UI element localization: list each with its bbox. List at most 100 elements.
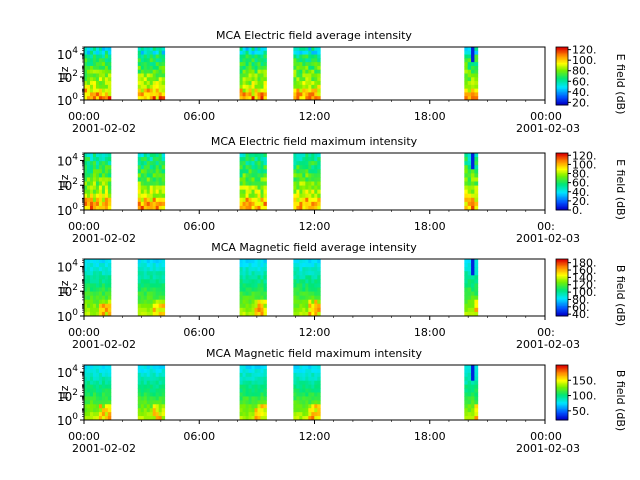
- colorbar-swatch: [556, 168, 568, 171]
- spectrogram-cell: [89, 169, 94, 174]
- spectrogram-cell: [155, 77, 160, 82]
- spectrogram-cell: [95, 189, 100, 195]
- spectrogram-cell: [245, 84, 249, 90]
- spectrogram-cell: [143, 388, 148, 393]
- spectrogram-cell: [92, 307, 97, 313]
- spectrogram-cell: [161, 396, 166, 401]
- spectrogram-cell: [104, 197, 109, 203]
- colorbar-swatch: [556, 188, 568, 191]
- spectrogram-cell: [467, 392, 472, 397]
- spectrogram-cell: [104, 185, 109, 191]
- spectrogram-cell: [260, 69, 264, 74]
- spectrogram-cell: [302, 69, 306, 74]
- spectrogram-cell: [263, 47, 267, 52]
- spectrogram-cell: [95, 88, 100, 93]
- spectrogram-cell: [152, 279, 157, 284]
- spectrogram-cell: [239, 193, 243, 199]
- spectrogram-cell: [137, 58, 142, 63]
- spectrogram-cell: [296, 380, 300, 386]
- spectrogram-cell: [140, 69, 145, 74]
- x-tick-label: 06:00: [183, 110, 215, 123]
- spectrogram-cell: [293, 205, 297, 211]
- spectrogram-cell: [89, 376, 94, 382]
- spectrogram-cell: [305, 267, 309, 272]
- spectrogram-cell: [260, 372, 264, 378]
- spectrogram-cell: [140, 47, 145, 52]
- spectrogram-cell: [317, 307, 321, 313]
- spectrogram-cell: [95, 396, 100, 401]
- spectrogram-cell: [155, 392, 160, 397]
- spectrogram-cell: [137, 69, 142, 74]
- spectrogram-cell: [260, 58, 264, 63]
- data-block: [239, 47, 267, 101]
- spectrogram-cell: [143, 380, 148, 386]
- spectrogram-cell: [296, 201, 300, 207]
- spectrogram-cell: [464, 50, 469, 55]
- spectrogram-cell: [471, 197, 475, 203]
- spectrogram-cell: [101, 153, 106, 158]
- spectrogram-cell: [92, 58, 97, 63]
- data-block: [293, 47, 321, 101]
- spectrogram-cell: [311, 161, 315, 166]
- spectrogram-cell: [471, 88, 475, 93]
- spectrogram-cell: [146, 283, 151, 288]
- colorbar-swatch: [556, 288, 568, 291]
- spectrogram-cell: [86, 173, 91, 178]
- spectrogram-cell: [317, 275, 321, 280]
- spectrogram-cell: [293, 84, 297, 90]
- spectrogram-cell: [86, 205, 91, 211]
- spectrogram-cell: [254, 58, 258, 63]
- spectrogram-cell: [137, 263, 142, 268]
- spectrogram-cell: [98, 81, 103, 86]
- spectrogram-cell: [146, 412, 151, 417]
- spectrogram-cell: [464, 69, 469, 74]
- spectrogram-cell: [104, 84, 109, 90]
- spectrogram-cell: [242, 291, 246, 297]
- spectrogram-cell: [152, 291, 157, 297]
- colorbar-swatch: [556, 413, 568, 416]
- spectrogram-cell: [245, 307, 249, 313]
- spectrogram-cell: [137, 161, 142, 166]
- spectrogram-cell: [95, 181, 100, 186]
- spectrogram-cell: [98, 201, 103, 207]
- spectrogram-cell: [101, 54, 106, 59]
- spectrogram-cell: [305, 388, 309, 393]
- spectrogram-cell: [104, 311, 109, 317]
- spectrogram-cell: [107, 88, 112, 93]
- spectrogram-cell: [152, 77, 157, 82]
- spectrogram-cell: [155, 205, 160, 211]
- spectrogram-cell: [260, 380, 264, 386]
- spectrogram-cell: [143, 365, 148, 370]
- spectrogram-cell: [155, 153, 160, 158]
- data-block: [84, 259, 112, 317]
- spectrogram-cell: [471, 84, 475, 90]
- spectrogram-cell: [263, 84, 267, 90]
- spectrogram-cell: [474, 201, 479, 207]
- spectrogram-cell: [155, 157, 160, 162]
- spectrogram-cell: [299, 263, 303, 268]
- spectrogram-cell: [464, 193, 469, 199]
- spectrogram-cell: [311, 96, 315, 101]
- colorbar-swatch: [556, 280, 568, 283]
- spectrogram-cell: [239, 58, 243, 63]
- spectrogram-cell: [92, 283, 97, 288]
- colorbar-swatch: [556, 207, 568, 210]
- colorbar-swatch: [556, 195, 568, 198]
- colorbar-swatch: [556, 73, 568, 76]
- spectrogram-cell: [137, 372, 142, 378]
- spectrogram-cell: [152, 165, 157, 170]
- colorbar-tick-label: 40.: [572, 186, 590, 199]
- data-block: [84, 47, 112, 101]
- spectrogram-cell: [98, 173, 103, 178]
- spectrogram-cell: [296, 81, 300, 86]
- spectrogram-cell: [104, 263, 109, 268]
- spectrogram-cell: [107, 400, 112, 405]
- spectrogram-cell: [104, 279, 109, 284]
- spectrogram-cell: [143, 400, 148, 405]
- spectrogram-cell: [158, 380, 163, 386]
- spectrogram-cell: [98, 73, 103, 78]
- spectrogram-cell: [254, 372, 258, 378]
- spectrogram-cell: [86, 416, 91, 421]
- spectrogram-cell: [308, 295, 312, 301]
- spectrogram-cell: [317, 165, 321, 170]
